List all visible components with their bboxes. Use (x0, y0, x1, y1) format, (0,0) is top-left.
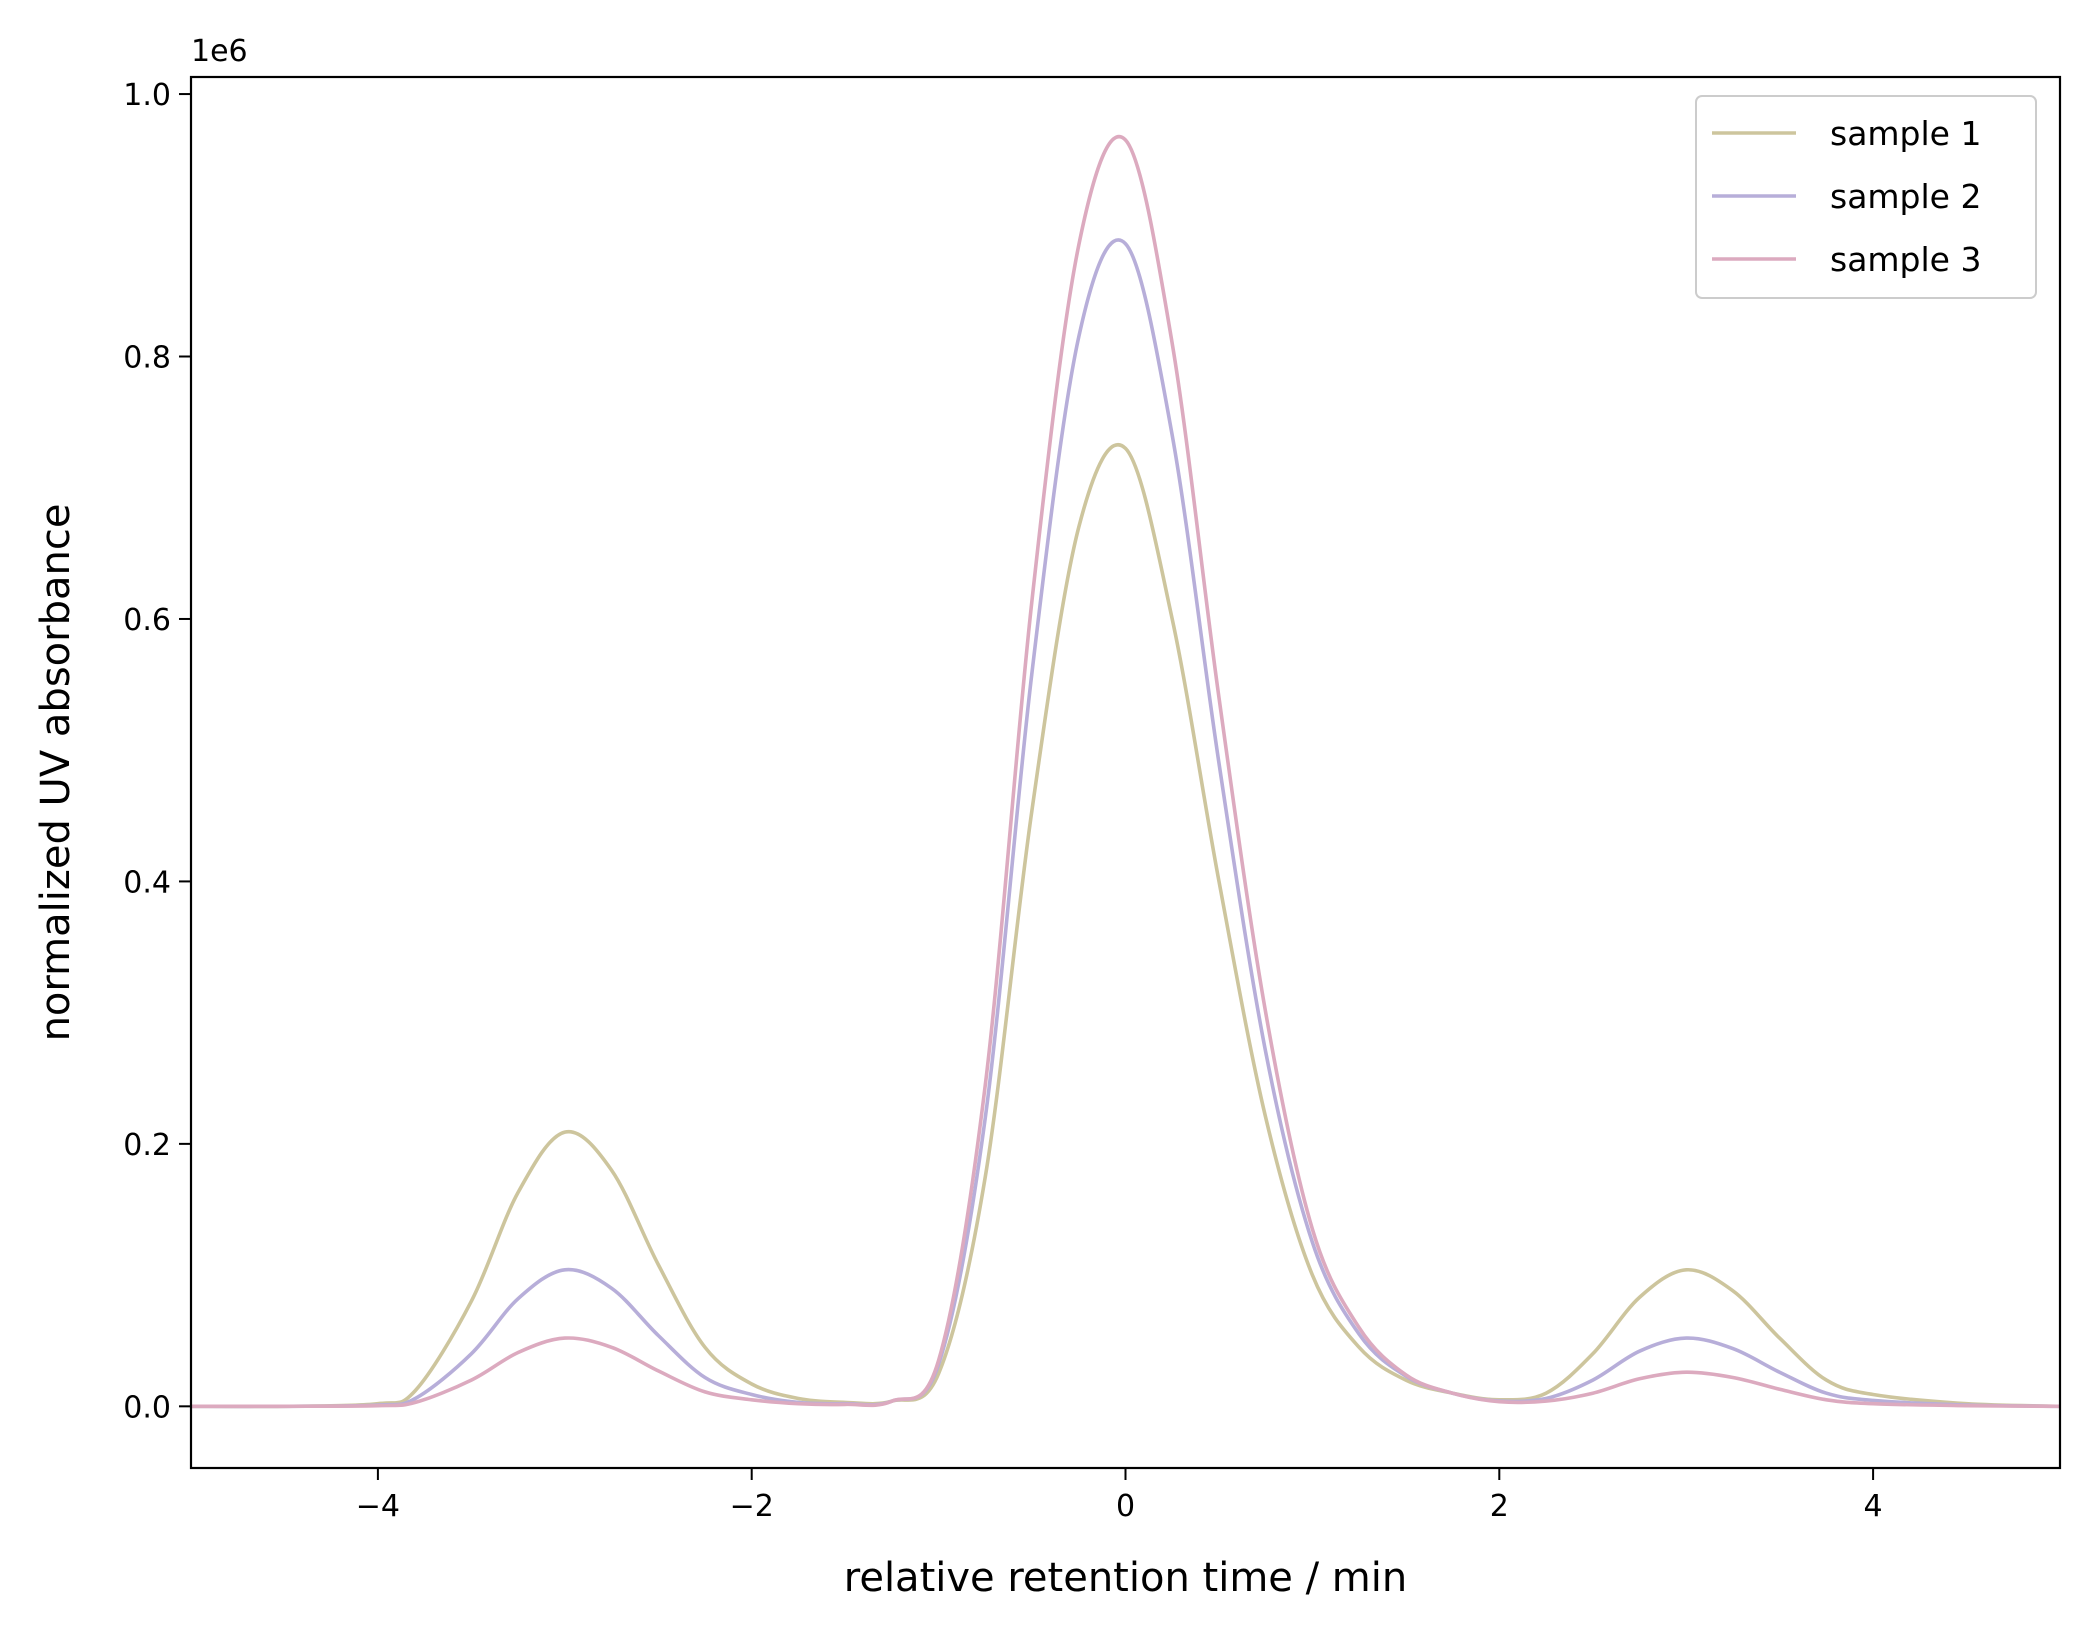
legend-label: sample 1 (1830, 114, 1981, 153)
y-tick-label: 0.4 (123, 865, 171, 900)
y-tick-label: 0.0 (123, 1390, 171, 1425)
y-axis-label: normalized UV absorbance (33, 504, 79, 1042)
x-axis-label: relative retention time / min (844, 1555, 1407, 1601)
series-line-3 (190, 134, 2061, 1409)
y-tick-label: 1.0 (123, 78, 171, 113)
legend-label: sample 2 (1830, 177, 1981, 216)
y-tick-label: 0.8 (123, 341, 171, 376)
x-tick-label: −2 (730, 1489, 774, 1524)
y-axis: 0.0 0.2 0.4 0.6 0.8 1.0 (123, 78, 191, 1425)
x-tick-label: −4 (356, 1489, 400, 1524)
legend-box (1695, 95, 2037, 299)
x-tick-label: 4 (1864, 1489, 1883, 1524)
y-tick-label: 0.2 (123, 1128, 171, 1163)
y-offset-label: 1e6 (191, 34, 248, 69)
legend-label: sample 3 (1830, 240, 1981, 279)
y-tick-label: 0.6 (123, 603, 171, 638)
x-tick-label: 0 (1116, 1489, 1135, 1524)
series-layer (190, 134, 2061, 1409)
x-axis: −4 −2 0 2 4 (356, 1468, 1883, 1524)
series-line-1 (190, 442, 2061, 1409)
series-line-2 (190, 238, 2061, 1409)
legend: sample 1 sample 2 sample 3 (1695, 95, 2037, 299)
x-tick-label: 2 (1490, 1489, 1509, 1524)
